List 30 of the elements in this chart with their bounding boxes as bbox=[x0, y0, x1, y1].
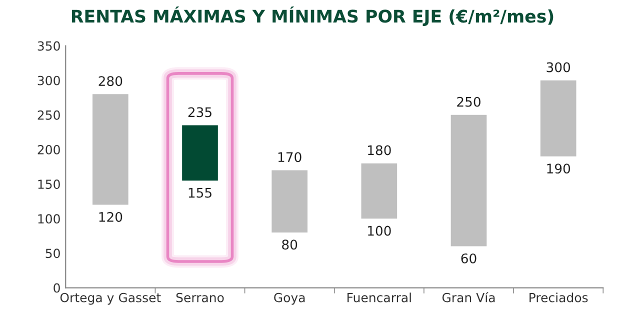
x-tick-label: Goya bbox=[274, 292, 305, 305]
annotation: 80 bbox=[282, 240, 298, 250]
x-tick-label: Fuencarral bbox=[348, 292, 411, 302]
bar bbox=[361, 163, 398, 219]
bar bbox=[540, 80, 576, 156]
annotation: 250 bbox=[457, 96, 480, 107]
x-tick-label: Ortega y Gasset bbox=[60, 292, 161, 305]
y-tick-label: 200 bbox=[38, 144, 60, 154]
annotation: 190 bbox=[547, 164, 570, 174]
annotation: 180 bbox=[368, 145, 391, 156]
annotation: 120 bbox=[99, 212, 122, 222]
annotation: 100 bbox=[368, 226, 391, 236]
annotation: 300 bbox=[546, 62, 570, 72]
chart-title: RENTAS MÁXIMAS Y MÍNIMAS POR EJE (€/m²/mes) bbox=[72, 6, 554, 26]
y-tick-label: 350 bbox=[38, 41, 60, 51]
x-tick-label: Serrano bbox=[176, 292, 224, 302]
bar bbox=[272, 170, 308, 232]
bar bbox=[92, 94, 128, 205]
y-tick-label: 300 bbox=[38, 76, 60, 86]
y-tick-label: 0 bbox=[54, 283, 60, 293]
annotation: 60 bbox=[461, 253, 476, 264]
y-tick-label: 150 bbox=[38, 180, 60, 189]
x-tick-label: Gran Vía bbox=[442, 292, 495, 302]
y-tick-label: 250 bbox=[38, 110, 60, 120]
annotation: 170 bbox=[278, 152, 302, 162]
x-tick-label: Preciados bbox=[530, 292, 588, 302]
annotation: 280 bbox=[98, 76, 122, 86]
y-tick-label: 100 bbox=[38, 214, 60, 224]
y-tick-label: 50 bbox=[46, 248, 60, 258]
bar bbox=[450, 114, 487, 246]
